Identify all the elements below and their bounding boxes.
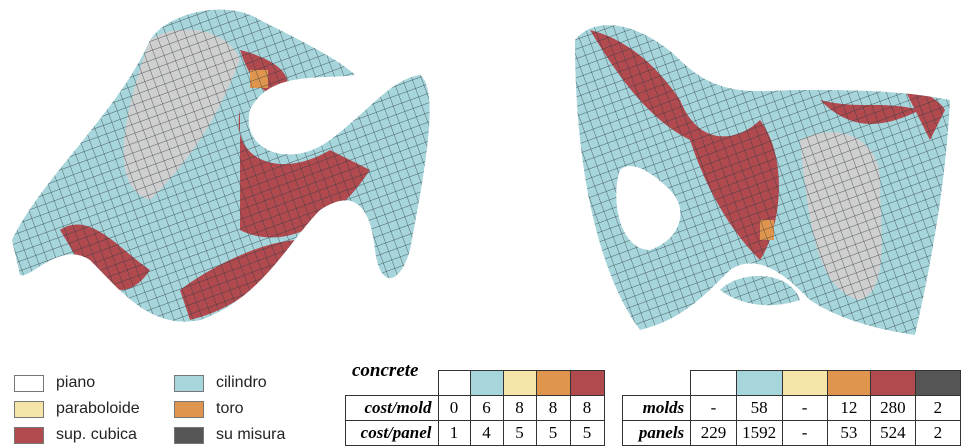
swatch-cell [827,371,870,396]
swatch-cell [915,371,960,396]
table-cell: 2 [915,420,960,445]
swatch-row [346,371,605,396]
legend-item: toro [174,398,244,420]
table-cell: 229 [691,420,737,445]
table-cell: - [691,395,737,420]
swatch-cell [570,371,604,396]
swatch-cell [736,371,782,396]
table-cell: 1 [438,420,470,445]
legend-swatch [14,401,44,418]
legend-label: su misura [216,426,285,444]
table-cell: - [782,395,827,420]
legend-item: cilindro [174,372,267,394]
table-cell: 5 [570,420,604,445]
swatch-cell [782,371,827,396]
table-cell: 12 [827,395,870,420]
swatch-cell [503,371,536,396]
surfaces-figure [0,0,961,350]
legend-label: toro [216,400,244,418]
swatch-cell [536,371,570,396]
legend-swatch [14,427,44,444]
legend-label: paraboloide [56,400,140,418]
swatch-cell [691,371,737,396]
row-label: cost/panel [346,420,439,445]
table-cell: 1592 [736,420,782,445]
table-cell: 58 [736,395,782,420]
table-cell: 8 [570,395,604,420]
legend-swatch [174,427,204,444]
legend-label: cilindro [216,374,267,392]
table-cell: 4 [470,420,503,445]
table-cell: 6 [470,395,503,420]
swatch-cell [871,371,916,396]
legend-item: paraboloide [14,398,140,420]
row-label: cost/mold [346,395,439,420]
row-label: molds [623,395,691,420]
blank-cell [623,371,691,396]
table-cell: 5 [503,420,536,445]
legend-swatch [174,375,204,392]
table-cell: 5 [536,420,570,445]
legend: piano cilindro paraboloide toro sup. cubica s… [14,372,334,446]
blank-cell [346,371,439,396]
table-cell: - [782,420,827,445]
table-cell: 2 [915,395,960,420]
table-cell: 8 [503,395,536,420]
legend-label: piano [56,374,95,392]
swatch-cell [470,371,503,396]
row-label: panels [623,420,691,445]
table-cell: 0 [438,395,470,420]
legend-item: sup. cubica [14,424,137,446]
table-cell: 53 [827,420,870,445]
page: piano cilindro paraboloide toro sup. cubica s… [0,0,961,446]
legend-item: piano [14,372,95,394]
table-cell: 8 [536,395,570,420]
legend-label: sup. cubica [56,426,137,444]
swatch-cell [438,371,470,396]
legend-swatch [14,375,44,392]
swatch-row [623,371,961,396]
legend-swatch [174,401,204,418]
table-cell: 524 [871,420,916,445]
legend-item: su misura [174,424,285,446]
table-cell: 280 [871,395,916,420]
